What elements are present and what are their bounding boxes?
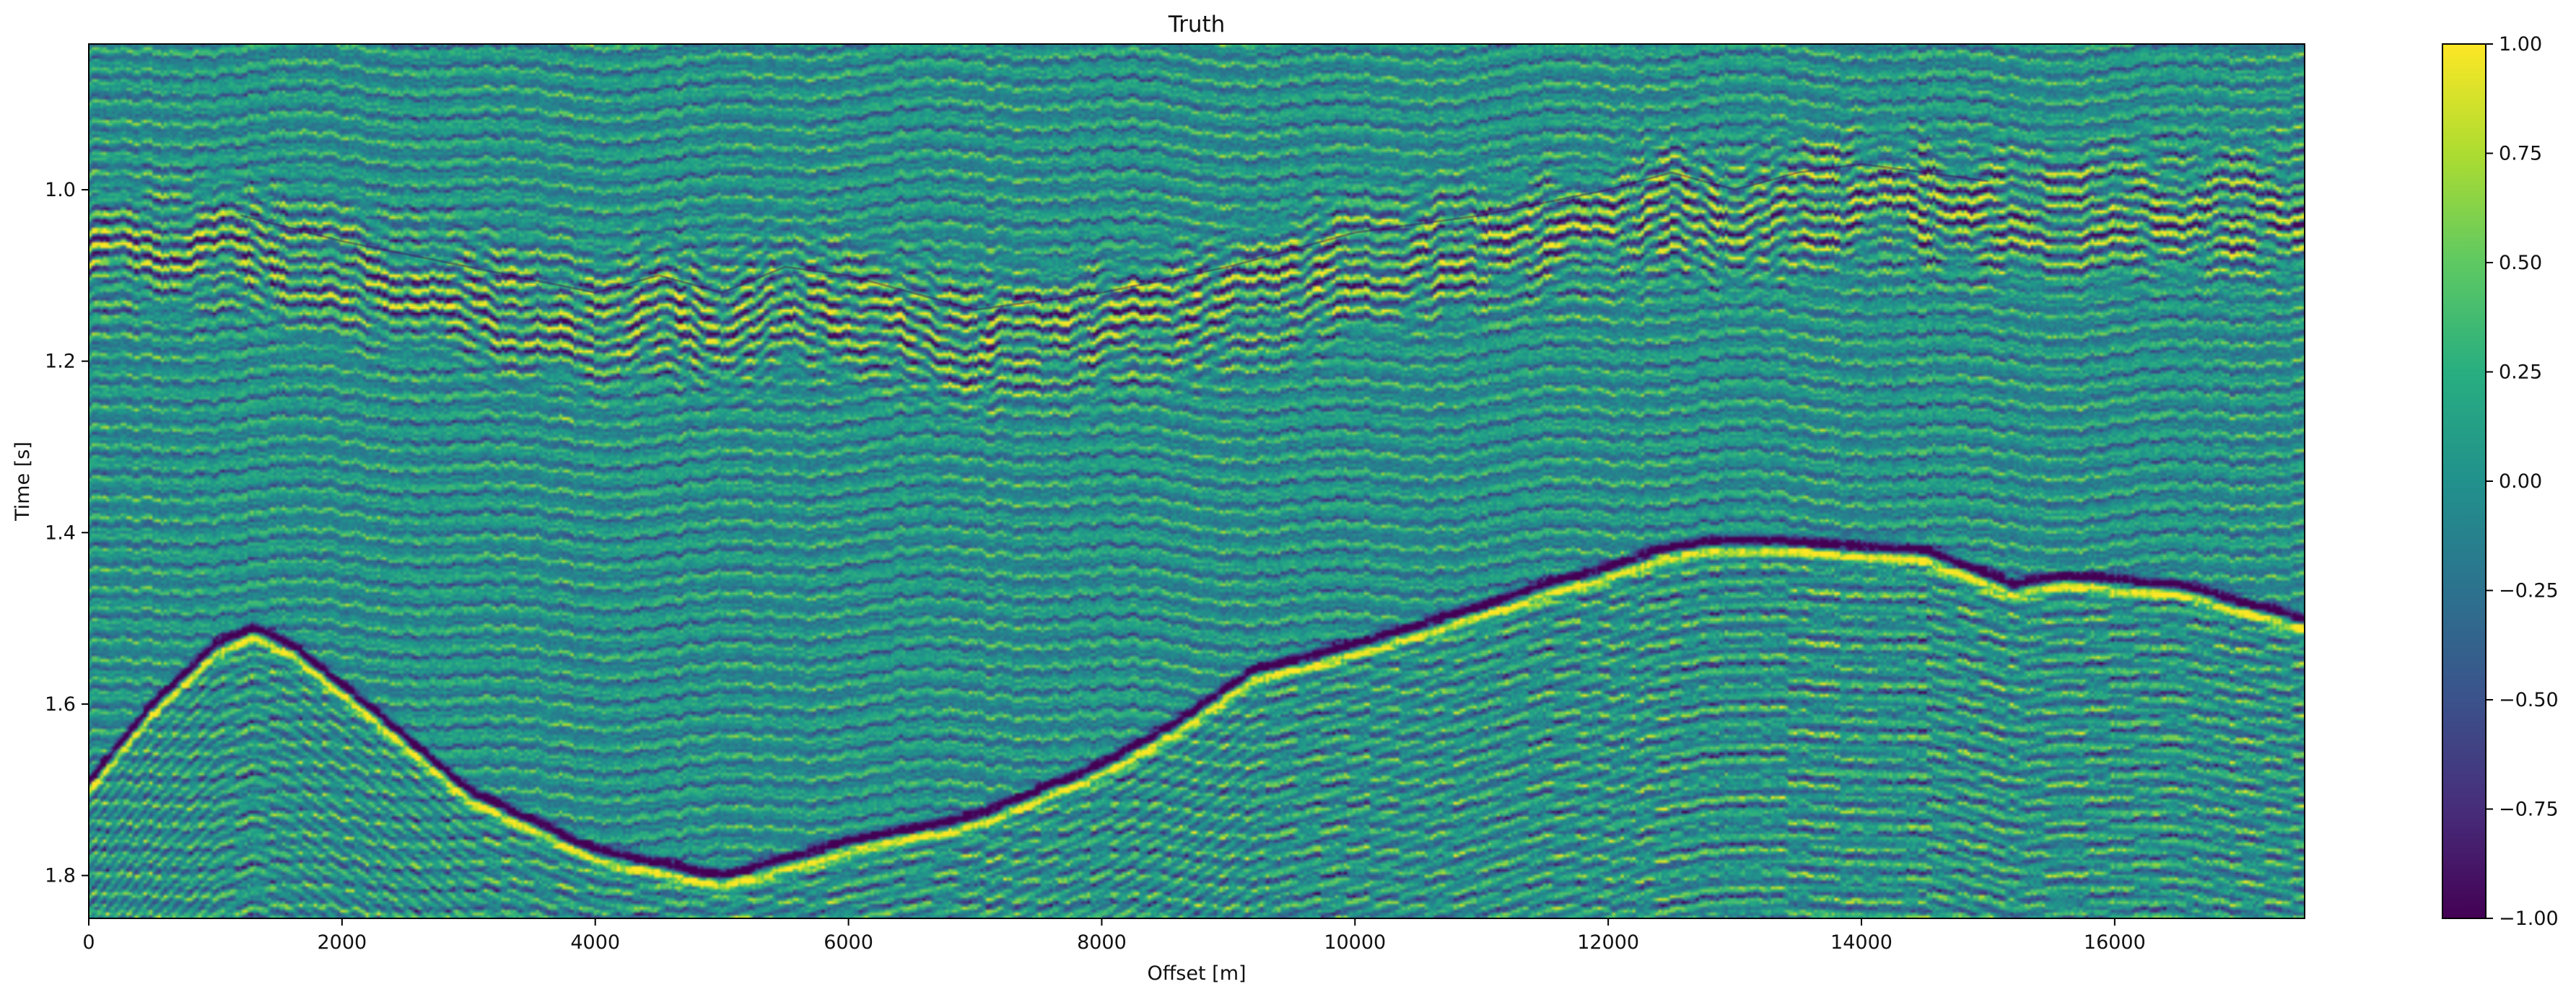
seismic-section-image bbox=[89, 44, 2305, 918]
y-axis-label: Time [s] bbox=[12, 442, 34, 522]
x-tick-label: 6000 bbox=[824, 931, 873, 954]
x-axis-ticks: 0 2000 4000 6000 8000 10000 12000 14000 16000 bbox=[82, 918, 2146, 954]
colorbar-tick-label: 0.25 bbox=[2499, 361, 2542, 384]
colorbar-gradient bbox=[2442, 44, 2486, 918]
y-tick-label: 1.8 bbox=[45, 865, 76, 887]
x-tick-label: 14000 bbox=[1830, 931, 1892, 954]
colorbar-tick-label: 0.50 bbox=[2499, 252, 2542, 274]
y-tick-label: 1.4 bbox=[45, 522, 76, 544]
colorbar: 1.00 0.75 0.50 0.25 0.00 −0.25 −0.50 −0.75 −1.00 bbox=[2442, 33, 2559, 930]
colorbar-tick-label: 0.75 bbox=[2499, 143, 2542, 165]
x-tick-label: 0 bbox=[82, 931, 95, 954]
reflector-horizon-2 bbox=[240, 162, 1988, 311]
plot-area bbox=[88, 43, 2305, 919]
y-tick-label: 1.2 bbox=[45, 351, 76, 373]
colorbar-tick-label: 1.00 bbox=[2499, 33, 2542, 56]
colorbar-tick-label: −1.00 bbox=[2499, 908, 2559, 930]
y-axis-ticks: 1.0 1.2 1.4 1.6 1.8 bbox=[45, 179, 89, 887]
colorbar-tick-label: −0.50 bbox=[2499, 689, 2559, 711]
x-tick-label: 12000 bbox=[1577, 931, 1639, 954]
colorbar-ticks: 1.00 0.75 0.50 0.25 0.00 −0.25 −0.50 −0.75 −1.00 bbox=[2486, 33, 2559, 930]
x-tick-label: 2000 bbox=[317, 931, 367, 954]
x-tick-label: 10000 bbox=[1324, 931, 1386, 954]
reflector-horizon-1 bbox=[89, 540, 2305, 877]
x-axis-label: Offset [m] bbox=[1147, 962, 1246, 985]
y-tick-label: 1.6 bbox=[45, 693, 76, 716]
colorbar-tick-label: 0.00 bbox=[2499, 470, 2542, 493]
x-tick-label: 8000 bbox=[1077, 931, 1127, 954]
y-tick-label: 1.0 bbox=[45, 179, 76, 201]
chart-title: Truth bbox=[1168, 12, 1226, 38]
x-tick-label: 4000 bbox=[570, 931, 620, 954]
colorbar-tick-label: −0.25 bbox=[2499, 580, 2559, 602]
x-tick-label: 16000 bbox=[2084, 931, 2146, 954]
colorbar-tick-label: −0.75 bbox=[2499, 799, 2559, 821]
reflector-layer bbox=[89, 162, 2305, 877]
plot-frame bbox=[88, 43, 2305, 919]
